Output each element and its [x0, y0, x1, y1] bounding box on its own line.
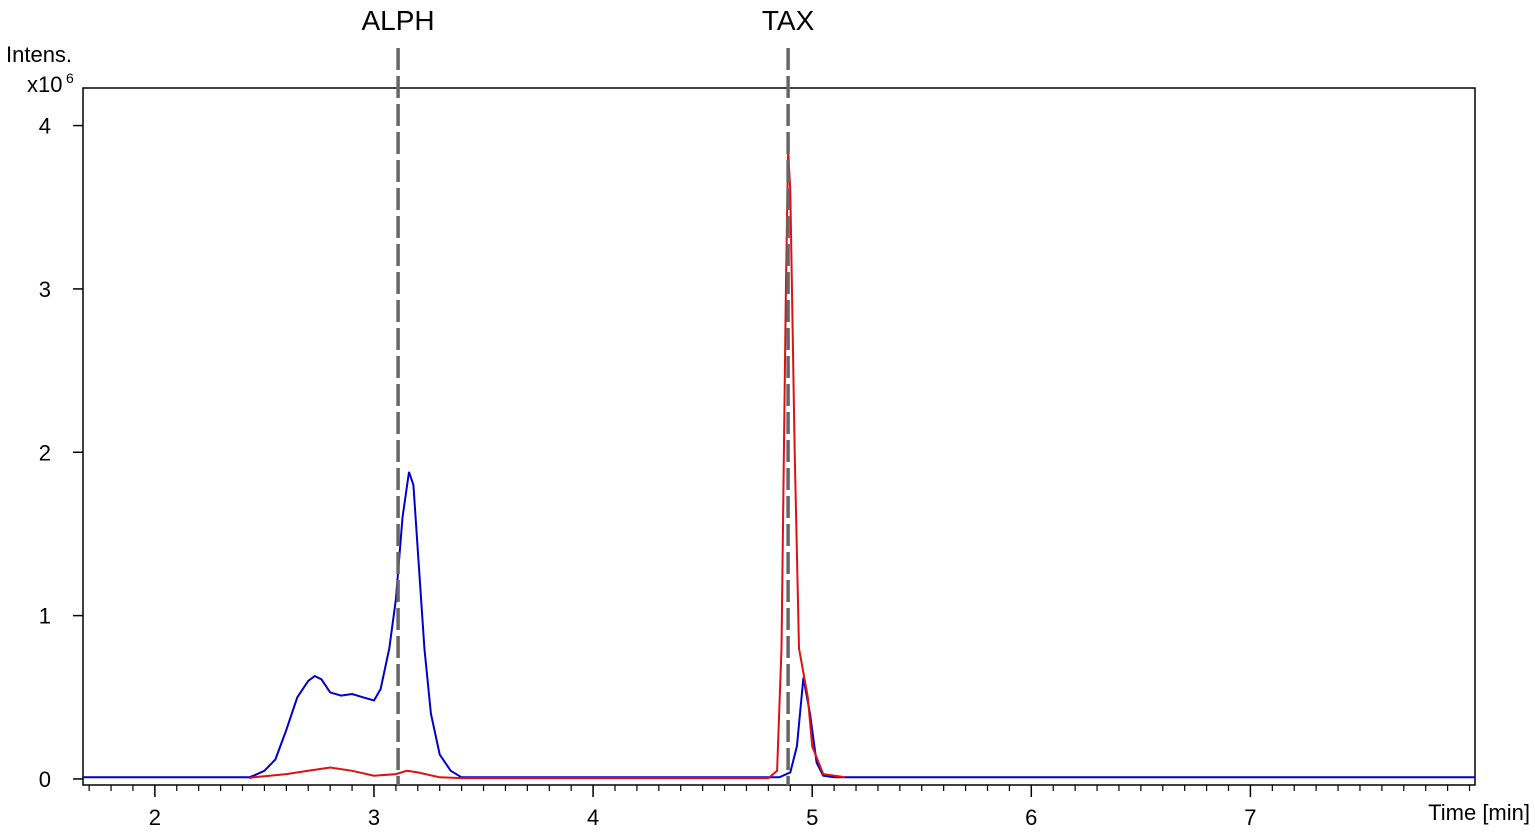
y-tick-label: 4 [39, 114, 51, 139]
y-axis-label: Intens. [6, 42, 72, 67]
y-unit-exponent: 6 [66, 70, 74, 86]
x-tick-label: 5 [806, 805, 818, 830]
y-tick-label: 2 [39, 440, 51, 465]
x-tick-label: 4 [587, 805, 599, 830]
annotation-label: TAX [762, 5, 815, 36]
plot-frame [82, 87, 1476, 786]
annotation-label: ALPH [362, 5, 435, 36]
x-tick-label: 3 [368, 805, 380, 830]
series-line [248, 150, 846, 780]
y-unit: x10 [27, 72, 62, 97]
y-tick-label: 1 [39, 604, 51, 629]
x-axis-label: Time [min] [1428, 800, 1530, 825]
x-tick-label: 6 [1025, 805, 1037, 830]
x-tick-label: 2 [149, 805, 161, 830]
y-tick-label: 3 [39, 277, 51, 302]
x-tick-label: 7 [1244, 805, 1256, 830]
y-tick-label: 0 [39, 767, 51, 792]
